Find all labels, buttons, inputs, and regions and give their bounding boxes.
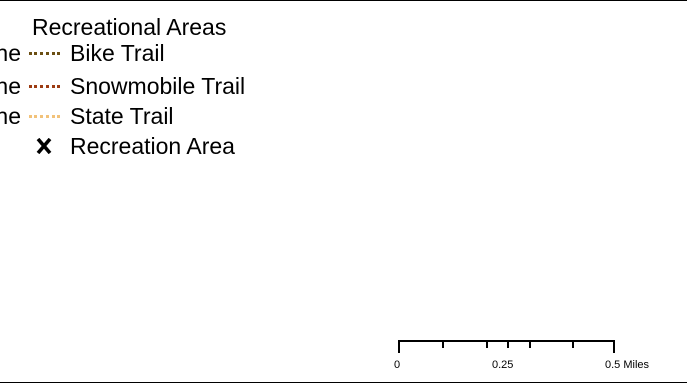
clipped-legend-text: ne [0, 103, 21, 129]
legend-label: Recreation Area [70, 133, 235, 159]
legend-item-recreation-area: Recreation Area [0, 132, 687, 160]
clipped-legend-text: ne [0, 40, 21, 66]
state-trail-line-icon [29, 115, 60, 118]
legend-label: State Trail [70, 103, 174, 129]
scale-bar-graphic [398, 340, 615, 353]
legend-label: Bike Trail [70, 40, 165, 66]
legend-item-bike-trail: ne Bike Trail [0, 39, 687, 67]
clipped-legend-text: ne [0, 73, 21, 99]
legend-title: Recreational Areas [32, 14, 227, 40]
bike-trail-line-icon [29, 52, 60, 55]
legend-item-snowmobile-trail: ne Snowmobile Trail [0, 72, 687, 100]
map-legend: Recreational Areas ne Bike Trail ne Snow… [0, 1, 687, 171]
scale-label-zero: 0 [394, 359, 401, 371]
legend-item-state-trail: ne State Trail [0, 102, 687, 130]
x-mark-icon [28, 137, 60, 155]
scale-label-half-miles: 0.5 Miles [605, 359, 650, 371]
snowmobile-trail-line-icon [29, 85, 60, 88]
legend-label: Snowmobile Trail [70, 73, 246, 99]
scale-label-quarter: 0.25 [492, 359, 514, 371]
scale-bar: 0 0.25 0.5 Miles [392, 331, 682, 371]
